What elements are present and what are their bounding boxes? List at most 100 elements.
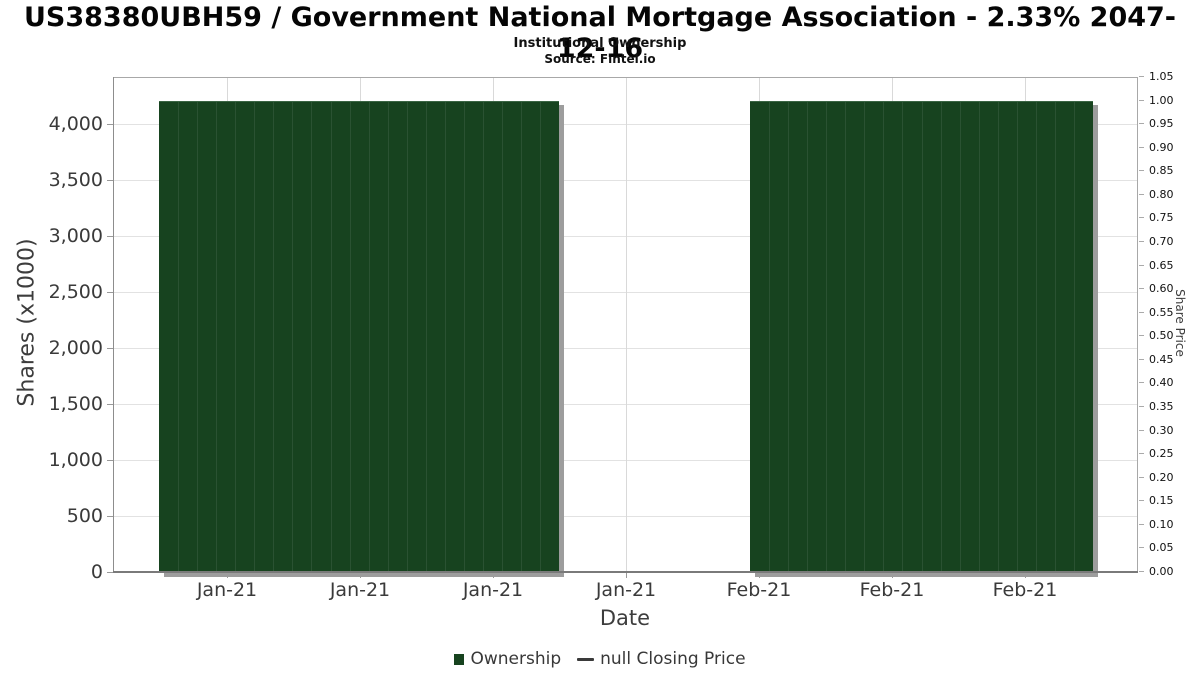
left-tick-mark <box>107 347 113 349</box>
x-tick-label: Feb-21 <box>726 579 792 601</box>
right-tick-label: 0.20 <box>1149 470 1174 484</box>
chart-source: Source: Fintel.io <box>544 52 656 66</box>
bar-separator <box>197 102 198 573</box>
ownership-legend-swatch-icon <box>454 653 465 665</box>
legend: Ownership null Closing Price <box>0 646 1200 672</box>
left-tick-label: 500 <box>66 504 103 527</box>
right-tick-label: 0.35 <box>1149 400 1174 413</box>
bar-separator <box>768 102 770 573</box>
right-tick-mark <box>1139 217 1144 219</box>
bar-separator <box>978 102 980 573</box>
right-tick-label: 0.75 <box>1149 211 1174 225</box>
bar-separator <box>882 102 884 573</box>
right-tick-mark <box>1139 382 1144 384</box>
bar-separator <box>1073 102 1075 573</box>
right-tick-label: 0.05 <box>1149 541 1174 555</box>
right-tick-label: 0.45 <box>1149 352 1174 366</box>
h-gridline <box>113 459 1138 461</box>
bar-separator <box>407 102 408 573</box>
bar-separator <box>502 102 503 573</box>
left-tick-label: 1,000 <box>48 448 103 471</box>
right-tick-mark <box>1139 476 1144 478</box>
right-tick-mark <box>1139 429 1144 431</box>
bar-separator <box>426 102 427 573</box>
bar-separator <box>273 102 274 573</box>
right-tick-label: 0.40 <box>1149 376 1174 390</box>
plot-border-top <box>113 77 1138 78</box>
right-tick-mark <box>1139 241 1144 242</box>
h-gridline <box>113 235 1138 237</box>
right-tick-label: 0.00 <box>1149 565 1174 578</box>
x-tick-label: Jan-21 <box>595 579 657 601</box>
x-tick-label: Feb-21 <box>859 579 925 601</box>
plot-border-right <box>1137 77 1138 573</box>
bar-separator <box>1035 102 1037 573</box>
bar-separator <box>216 102 217 573</box>
bar-separator <box>369 102 370 573</box>
left-tick-label: 1,500 <box>48 392 103 415</box>
right-tick-mark <box>1139 99 1144 101</box>
bar-group <box>159 101 560 573</box>
left-tick-mark <box>107 291 113 293</box>
right-tick-mark <box>1139 500 1144 502</box>
bar-group <box>749 101 1093 573</box>
left-tick-mark <box>107 179 113 181</box>
bar-separator <box>311 102 312 573</box>
legend-label-ownership: Ownership <box>470 649 562 669</box>
right-tick-label: 0.90 <box>1149 140 1174 154</box>
x-tick-mark <box>1025 573 1026 578</box>
left-tick-label: 4,000 <box>48 112 103 135</box>
h-gridline <box>113 123 1138 125</box>
left-tick-mark <box>107 515 113 517</box>
left-tick-mark <box>107 123 113 125</box>
left-tick-label: 3,500 <box>48 168 103 191</box>
right-tick-mark <box>1139 170 1144 172</box>
x-tick-label: Feb-21 <box>992 579 1058 601</box>
bar-separator <box>806 102 808 573</box>
right-tick-label: 0.15 <box>1149 494 1174 508</box>
right-tick-label: 0.10 <box>1149 517 1174 531</box>
bar-separator <box>521 102 522 573</box>
right-tick-label: 0.70 <box>1149 235 1174 248</box>
bar-separator <box>445 102 446 573</box>
bar-separator <box>825 102 827 573</box>
bar-separator <box>844 102 846 573</box>
right-tick-label: 0.55 <box>1149 305 1174 319</box>
v-gridline <box>626 77 627 573</box>
right-tick-label: 0.65 <box>1149 258 1174 272</box>
chart-subtitle: Institutional Ownership <box>513 36 687 51</box>
left-tick-mark <box>107 403 113 405</box>
right-tick-label: 0.60 <box>1149 282 1174 296</box>
right-tick-label: 0.50 <box>1149 329 1174 343</box>
left-tick-mark <box>107 459 113 461</box>
left-tick-label: 3,000 <box>48 224 103 247</box>
h-gridline <box>113 347 1138 349</box>
h-gridline <box>113 179 1138 181</box>
right-tick-mark <box>1139 571 1144 572</box>
bar-separator <box>1016 102 1018 573</box>
bar-separator <box>921 102 923 573</box>
bar-separator <box>464 102 465 573</box>
right-tick-label: 0.30 <box>1149 423 1174 437</box>
bar-separator <box>863 102 865 573</box>
x-tick-label: Jan-21 <box>196 579 258 601</box>
left-tick-mark <box>107 235 113 237</box>
right-axis-title: Share Price <box>1173 289 1187 357</box>
right-tick-label: 1.05 <box>1149 70 1174 83</box>
x-tick-mark <box>759 573 760 578</box>
bar-separator <box>292 102 293 573</box>
bar-separator <box>254 102 255 573</box>
h-gridline <box>113 291 1138 293</box>
x-tick-mark <box>626 573 627 578</box>
right-tick-mark <box>1139 406 1144 407</box>
bar-separator <box>1054 102 1056 573</box>
bar-separator <box>331 102 332 573</box>
right-tick-mark <box>1139 311 1144 313</box>
right-tick-mark <box>1139 523 1144 525</box>
right-tick-label: 0.80 <box>1149 187 1174 201</box>
bar-separator <box>350 102 351 573</box>
right-tick-mark <box>1139 288 1144 290</box>
plot-area <box>113 77 1138 573</box>
x-tick-label: Jan-21 <box>462 579 524 601</box>
bar-separator <box>997 102 999 573</box>
